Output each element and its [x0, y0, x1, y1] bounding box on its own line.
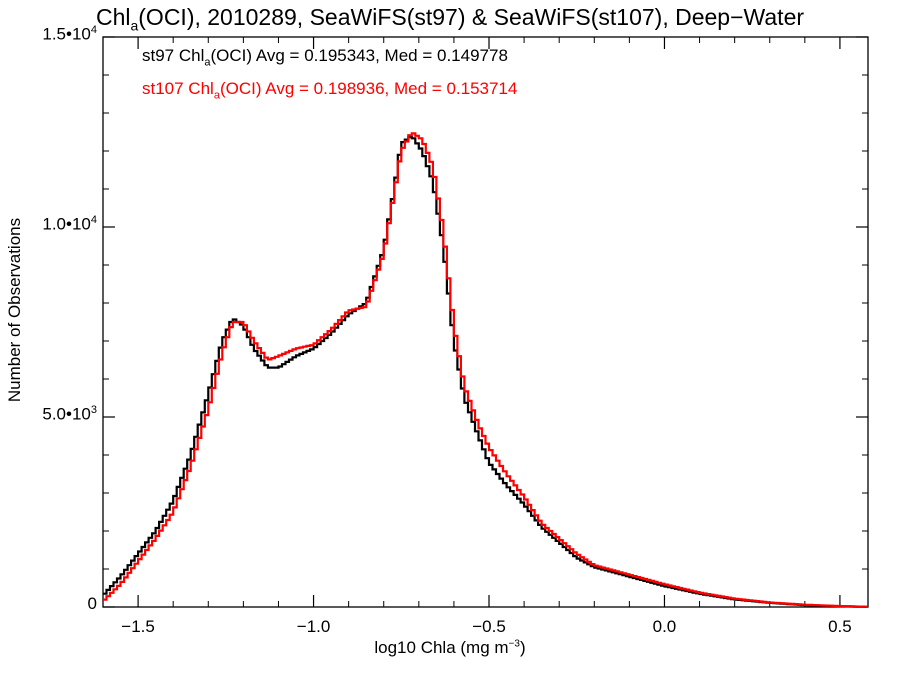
- histogram-lines: [103, 132, 868, 608]
- x-tick-label: 0.0: [652, 617, 677, 636]
- plot-frame: [102, 36, 869, 608]
- annotation-st107: st107 Chla(OCI) Avg = 0.198936, Med = 0.…: [142, 79, 518, 102]
- annotation-st97: st97 Chla(OCI) Avg = 0.195343, Med = 0.1…: [142, 46, 508, 69]
- x-tick-label: 0.5: [828, 617, 852, 636]
- axis-ticks: [102, 36, 868, 608]
- y-tick-label: 0: [87, 594, 97, 613]
- y-tick-label: 5.0•103: [42, 404, 97, 424]
- x-tick-label: −0.5: [472, 617, 506, 636]
- x-axis-title: log10 Chla (mg m−3): [374, 638, 526, 657]
- x-tick-label: −1.0: [296, 617, 331, 636]
- series-st107: [103, 132, 868, 608]
- y-axis-title: Number of Observations: [5, 217, 24, 403]
- y-tick-label: 1.5•104: [42, 24, 97, 44]
- chart-title: Chla(OCI), 2010289, SeaWiFS(st97) & SeaW…: [95, 4, 805, 34]
- x-tick-label: −1.5: [121, 617, 155, 636]
- y-tick-label: 1.0•104: [42, 214, 97, 234]
